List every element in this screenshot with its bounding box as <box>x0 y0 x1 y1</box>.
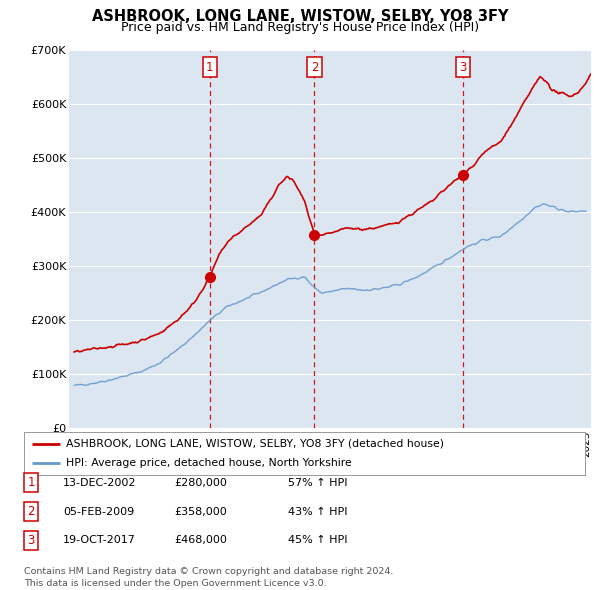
Text: 43% ↑ HPI: 43% ↑ HPI <box>288 507 347 516</box>
Text: ASHBROOK, LONG LANE, WISTOW, SELBY, YO8 3FY (detached house): ASHBROOK, LONG LANE, WISTOW, SELBY, YO8 … <box>66 439 444 449</box>
Text: £468,000: £468,000 <box>174 536 227 545</box>
Text: 2: 2 <box>311 61 318 74</box>
Text: Price paid vs. HM Land Registry's House Price Index (HPI): Price paid vs. HM Land Registry's House … <box>121 21 479 34</box>
Text: 3: 3 <box>460 61 467 74</box>
Text: £280,000: £280,000 <box>174 478 227 487</box>
Text: 2: 2 <box>28 505 35 518</box>
Text: 13-DEC-2002: 13-DEC-2002 <box>63 478 137 487</box>
Text: 3: 3 <box>28 534 35 547</box>
Text: HPI: Average price, detached house, North Yorkshire: HPI: Average price, detached house, Nort… <box>66 458 352 468</box>
Text: Contains HM Land Registry data © Crown copyright and database right 2024.
This d: Contains HM Land Registry data © Crown c… <box>24 568 394 588</box>
Text: 1: 1 <box>206 61 214 74</box>
Text: 1: 1 <box>28 476 35 489</box>
Text: 05-FEB-2009: 05-FEB-2009 <box>63 507 134 516</box>
Text: ASHBROOK, LONG LANE, WISTOW, SELBY, YO8 3FY: ASHBROOK, LONG LANE, WISTOW, SELBY, YO8 … <box>92 9 508 24</box>
Text: 45% ↑ HPI: 45% ↑ HPI <box>288 536 347 545</box>
Text: £358,000: £358,000 <box>174 507 227 516</box>
Text: 19-OCT-2017: 19-OCT-2017 <box>63 536 136 545</box>
Text: 57% ↑ HPI: 57% ↑ HPI <box>288 478 347 487</box>
